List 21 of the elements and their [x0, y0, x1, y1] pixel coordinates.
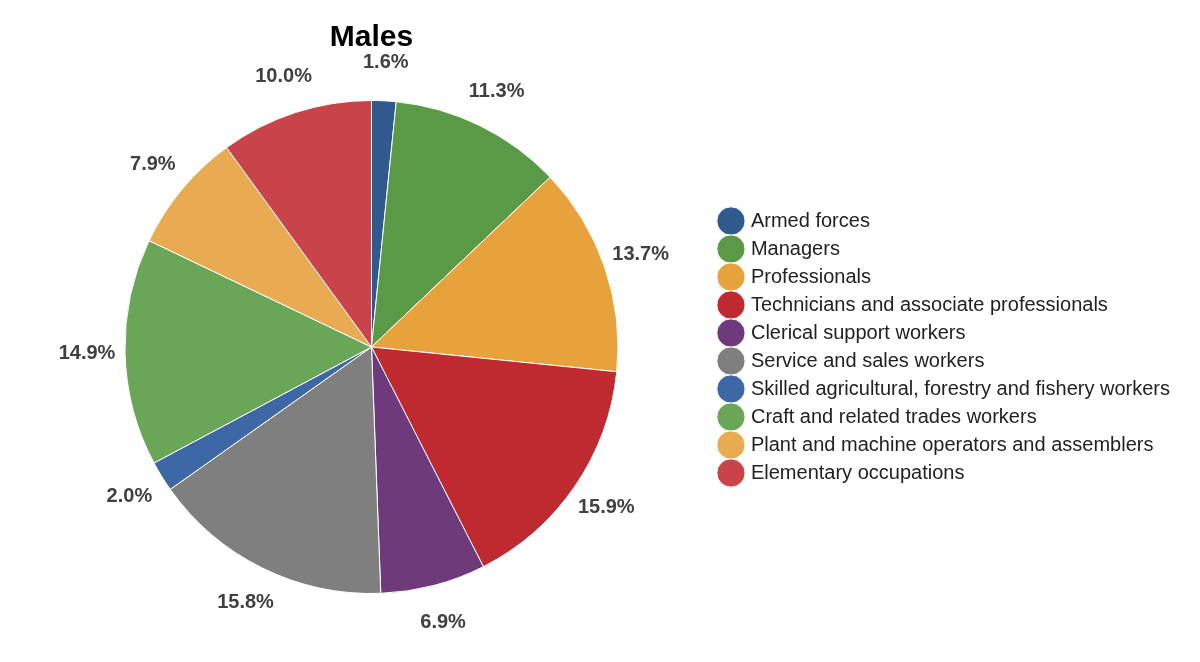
legend-label: Plant and machine operators and assemblers	[750, 432, 1154, 455]
data-label: 15.9%	[577, 495, 635, 518]
legend-label: Service and sales workers	[750, 348, 985, 371]
legend-label: Technicians and associate professionals	[750, 292, 1108, 315]
data-label: 7.9%	[130, 152, 176, 175]
data-label: 14.9%	[58, 340, 116, 363]
data-label: 15.8%	[217, 589, 275, 612]
legend-label: Elementary occupations	[750, 460, 965, 483]
legend-label: Craft and related trades workers	[750, 404, 1037, 427]
legend-label: Clerical support workers	[750, 320, 966, 343]
data-label: 10.0%	[255, 63, 313, 86]
data-label: 1.6%	[362, 50, 409, 73]
legend-label: Skilled agricultural, forestry and fishery workers	[750, 376, 1170, 399]
legend-label: Professionals	[750, 264, 872, 287]
data-label: 6.9%	[420, 609, 467, 632]
legend-label: Managers	[750, 236, 840, 259]
legend-label: Armed forces	[750, 208, 870, 231]
data-label: 11.3%	[468, 79, 525, 102]
data-label: 13.7%	[612, 242, 670, 265]
data-label: 2.0%	[106, 483, 153, 506]
chart-title: Males	[329, 19, 414, 52]
